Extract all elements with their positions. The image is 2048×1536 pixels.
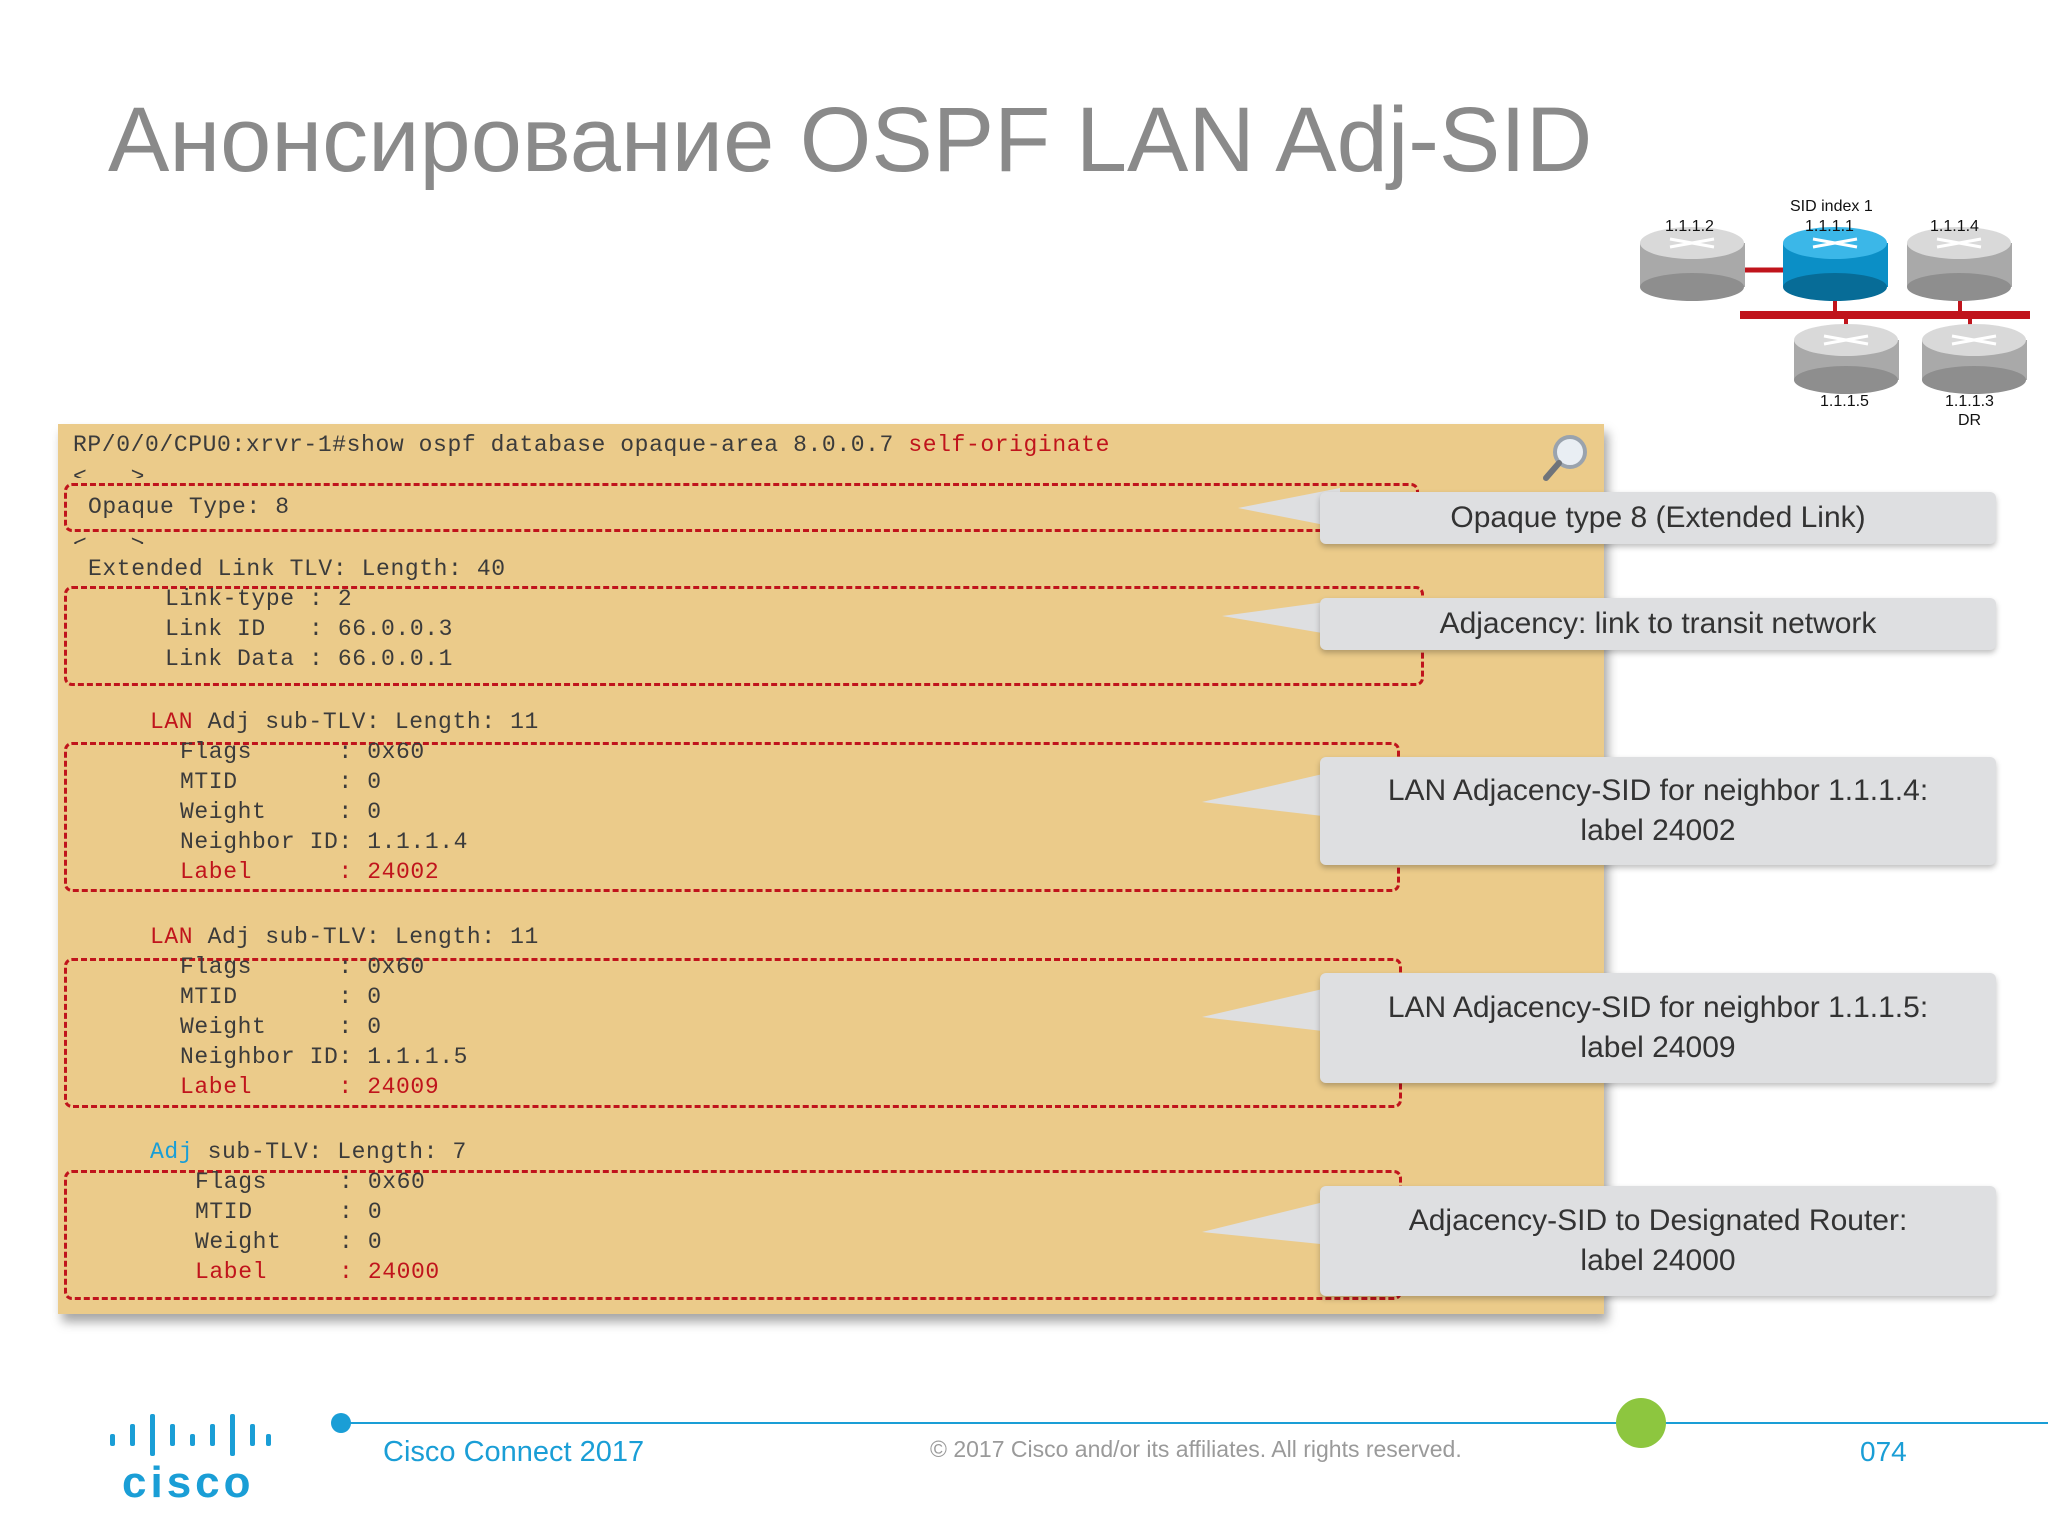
copyright: © 2017 Cisco and/or its affiliates. All … [930, 1436, 1462, 1462]
callout-pointer [1222, 600, 1340, 636]
router-label: 1.1.1.3 [1945, 393, 1994, 410]
callout-opaque-type: Opaque type 8 (Extended Link) [1320, 492, 1996, 544]
callout-pointer [1202, 985, 1340, 1033]
network-diagram: SID index 1 1.1.1.2 1.1.1.1 1.1.1.4 1.1.… [1630, 195, 2040, 435]
callout-text: label 24009 [1580, 1031, 1736, 1064]
cli-ellipsis: <...> [73, 530, 145, 544]
callout-adjacency: Adjacency: link to transit network [1320, 598, 1996, 650]
magnifier-icon [1543, 435, 1587, 481]
cli-label-line: Label : 24009 [180, 1074, 440, 1100]
footer-line [340, 1422, 2048, 1424]
cli-line: Neighbor ID: 1.1.1.5 [180, 1044, 469, 1070]
cli-line: MTID : 0 [195, 1199, 383, 1225]
cli-command: RP/0/0/CPU0:xrvr-1#show ospf database op… [73, 432, 909, 458]
cisco-logo-bars-icon [110, 1414, 271, 1456]
lan-keyword: LAN [150, 924, 194, 950]
page-number: 074 [1860, 1436, 1907, 1467]
sid-index-label: SID index 1 [1790, 198, 1873, 215]
callout-text: LAN Adjacency-SID for neighbor 1.1.1.5: [1387, 991, 1929, 1024]
footer-start-dot [331, 1413, 351, 1433]
callout-lan-adj-1: LAN Adjacency-SID for neighbor 1.1.1.4: … [1320, 757, 1996, 865]
cli-ext-link-tlv: Extended Link TLV: Length: 40 [88, 556, 506, 582]
cli-command-keyword: self-originate [908, 432, 1110, 458]
cli-header-rest: Adj sub-TLV: Length: 11 [193, 709, 539, 735]
cli-line: Link Data : 66.0.0.1 [165, 646, 454, 672]
router-icon [1640, 227, 1745, 301]
cli-adj-header: Adj sub-TLV: Length: 7 [150, 1137, 467, 1167]
cli-line: Link-type : 2 [165, 586, 353, 612]
callout-adj-dr: Adjacency-SID to Designated Router: labe… [1320, 1186, 1996, 1296]
cli-opaque-type: Opaque Type: 8 [88, 494, 290, 520]
callout-text: label 24000 [1580, 1244, 1736, 1277]
router-icon [1783, 227, 1888, 301]
slide-title: Анонсирование OSPF LAN Adj-SID [108, 89, 1593, 191]
cli-line: Weight : 0 [180, 1014, 382, 1040]
adj-keyword: Adj [150, 1139, 194, 1165]
footer-progress-dot [1616, 1398, 1666, 1448]
callout-pointer [1202, 1198, 1340, 1246]
cli-label-line: Label : 24000 [195, 1259, 440, 1285]
router-icon [1794, 324, 1899, 394]
cli-command-line: RP/0/0/CPU0:xrvr-1#show ospf database op… [73, 430, 1110, 460]
cli-label-line: Label : 24002 [180, 859, 440, 885]
cli-line: Flags : 0x60 [180, 954, 425, 980]
router-label: 1.1.1.5 [1820, 393, 1869, 410]
cli-line: MTID : 0 [180, 769, 382, 795]
callout-pointer [1202, 770, 1340, 818]
topology-svg [1640, 227, 2030, 394]
callout-text: Adjacency: link to transit network [1439, 607, 1877, 640]
event-name: Cisco Connect 2017 [383, 1436, 645, 1468]
callout-pointer [1238, 488, 1340, 528]
callout-text: Opaque type 8 (Extended Link) [1450, 501, 1866, 534]
callout-text: Adjacency-SID to Designated Router: [1408, 1204, 1908, 1237]
lan-keyword: LAN [150, 709, 194, 735]
cli-line: Flags : 0x60 [195, 1169, 426, 1195]
callout-lan-adj-2: LAN Adjacency-SID for neighbor 1.1.1.5: … [1320, 973, 1996, 1083]
cli-line: Flags : 0x60 [180, 739, 425, 765]
router-label: 1.1.1.1 [1805, 218, 1854, 235]
cli-line: Neighbor ID: 1.1.1.4 [180, 829, 469, 855]
cli-header-rest: sub-TLV: Length: 7 [193, 1139, 467, 1165]
cli-output-panel: RP/0/0/CPU0:xrvr-1#show ospf database op… [58, 424, 1604, 1314]
cisco-logo: cisco [122, 1458, 255, 1507]
cli-line: Weight : 0 [195, 1229, 383, 1255]
cli-ellipsis: <...> [73, 464, 146, 478]
cli-lan-adj-header: LAN Adj sub-TLV: Length: 11 [150, 707, 539, 737]
router-icon [1907, 227, 2012, 301]
cli-lan-adj-header: LAN Adj sub-TLV: Length: 11 [150, 922, 539, 952]
callout-text: label 24002 [1580, 814, 1736, 847]
cli-line: MTID : 0 [180, 984, 382, 1010]
cli-line: Weight : 0 [180, 799, 382, 825]
cli-line: Link ID : 66.0.0.3 [165, 616, 454, 642]
router-label: 1.1.1.2 [1665, 218, 1714, 235]
callout-text: LAN Adjacency-SID for neighbor 1.1.1.4: [1387, 774, 1929, 807]
cli-header-rest: Adj sub-TLV: Length: 11 [193, 924, 539, 950]
router-icon [1922, 324, 2027, 394]
dr-label: DR [1958, 412, 1982, 429]
router-label: 1.1.1.4 [1930, 218, 1979, 235]
